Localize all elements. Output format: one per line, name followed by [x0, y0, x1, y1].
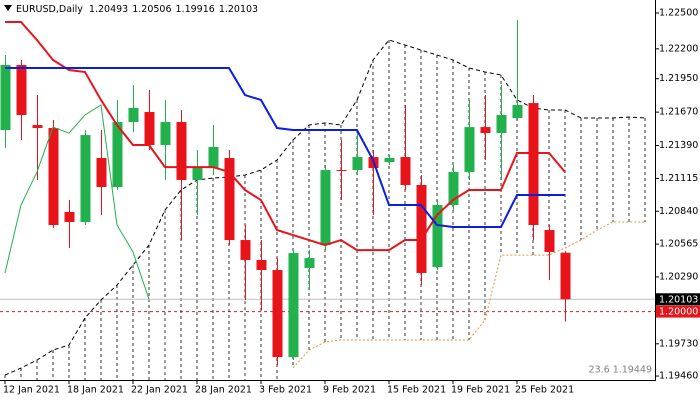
x-tick-label: 15 Feb 2021 [387, 385, 446, 396]
current-price-label: 1.20103 [659, 294, 698, 305]
symbol-menu-icon[interactable] [4, 5, 12, 11]
candle-body [240, 240, 251, 260]
x-tick-label: 3 Feb 2021 [259, 385, 312, 396]
x-tick-label: 12 Jan 2021 [3, 385, 60, 396]
ohlc-open: 1.20493 [89, 4, 128, 15]
y-tick-label: 1.21670 [659, 107, 698, 118]
y-tick-label: 1.20290 [659, 271, 698, 282]
candle-body [288, 253, 299, 358]
y-tick-label: 1.22500 [659, 8, 698, 19]
candle-body [384, 157, 395, 163]
x-tick-label: 22 Jan 2021 [131, 385, 188, 396]
candle-body [416, 184, 427, 273]
indicator-line [5, 20, 566, 252]
candle-body [64, 211, 75, 223]
candle-body [80, 135, 91, 223]
candle-body [432, 205, 443, 268]
candle-body [320, 170, 331, 246]
current-price-box [656, 293, 700, 306]
candle-body [176, 122, 187, 180]
candle-body [272, 270, 283, 358]
plot-area [0, 19, 655, 380]
y-tick-label: 1.22200 [659, 43, 698, 54]
candle-body [256, 259, 267, 271]
y-tick-label: 1.21390 [659, 140, 698, 151]
x-tick-label: 18 Jan 2021 [67, 385, 124, 396]
x-tick-label: 19 Feb 2021 [451, 385, 510, 396]
candle-body [480, 127, 491, 134]
chart-title: EURUSD,Daily [16, 4, 83, 15]
candle-body [128, 107, 139, 123]
candle-body [160, 122, 171, 145]
candle-body [32, 125, 43, 129]
candle-body [528, 103, 539, 225]
ohlc-close: 1.20103 [219, 4, 258, 15]
y-tick-label: 1.20565 [659, 239, 698, 250]
candle-body [512, 104, 523, 118]
chart-header: EURUSD,Daily 1.20493 1.20506 1.19916 1.20103 [16, 4, 258, 15]
candle-body [560, 252, 571, 300]
ohlc-low: 1.19916 [176, 4, 215, 15]
ohlc-high: 1.20506 [132, 4, 171, 15]
candle-body [304, 258, 315, 268]
x-tick-label: 9 Feb 2021 [323, 385, 376, 396]
candle-body [400, 157, 411, 185]
candle-body [0, 64, 11, 131]
indicator-line [292, 221, 645, 369]
candle-body [192, 168, 203, 180]
candle-body [96, 157, 107, 188]
candle-body [48, 128, 59, 225]
candle-body [144, 112, 155, 145]
candle-body [224, 157, 235, 241]
level-label: 1.20000 [659, 307, 698, 318]
candle-body [208, 147, 219, 169]
y-tick-label: 1.20840 [659, 206, 698, 217]
candle-body [464, 127, 475, 172]
candle-body [496, 115, 507, 134]
y-tick-label: 1.19460 [659, 371, 698, 382]
candle-body [544, 230, 555, 252]
candle-body [448, 171, 459, 206]
y-tick-label: 1.19730 [659, 338, 698, 349]
x-tick-label: 25 Feb 2021 [515, 385, 574, 396]
y-tick-label: 1.21115 [659, 173, 698, 184]
indicator-line [4, 104, 150, 300]
candle-body [352, 157, 363, 171]
candle-body [336, 170, 347, 172]
candle-body [16, 64, 27, 116]
x-tick-label: 28 Jan 2021 [195, 385, 252, 396]
fibo-annotation: 23.6 1.19449 [589, 365, 652, 376]
candle-body [112, 122, 123, 188]
indicator-line [5, 66, 565, 229]
level-box [656, 305, 700, 318]
y-tick-label: 1.21950 [659, 73, 698, 84]
